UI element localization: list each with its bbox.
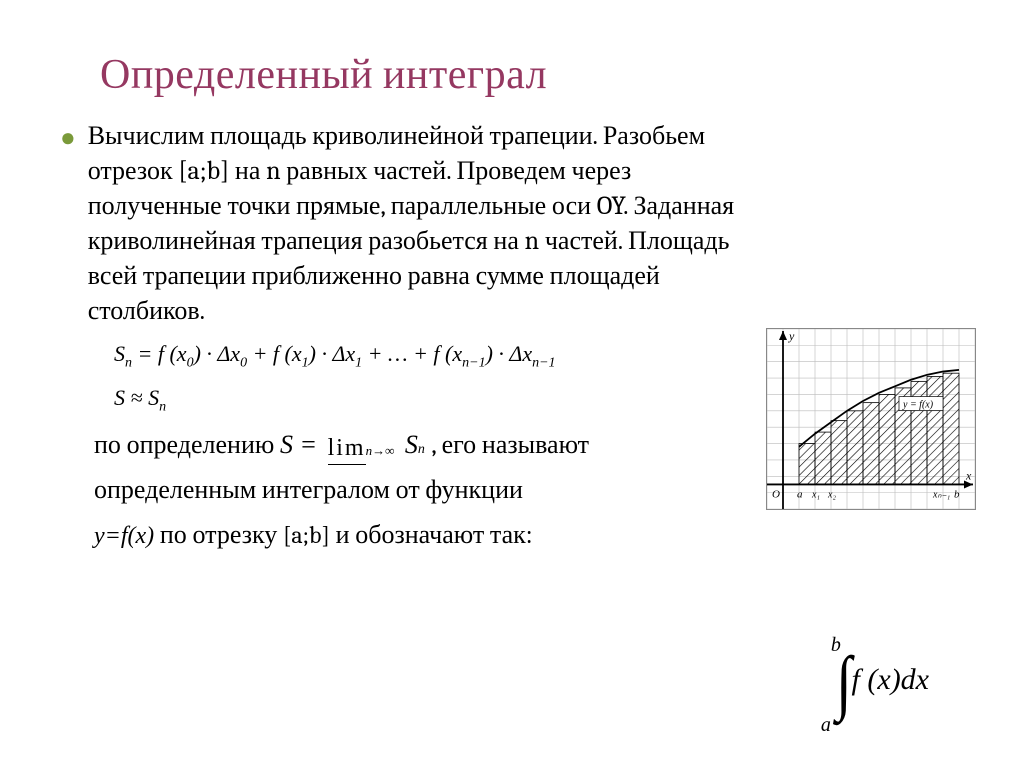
svg-text:y: y [788, 329, 795, 343]
cont1-post: , его называют [431, 430, 589, 460]
svg-text:xₙ₋₁: xₙ₋₁ [932, 489, 950, 500]
definition-line-3: y=f(x) по отрезку [a;b] и обозначают так… [94, 516, 964, 555]
slide-title: Определенный интеграл [100, 50, 964, 99]
svg-text:b: b [954, 488, 960, 500]
svg-text:x₁: x₁ [811, 489, 820, 500]
integrand: f (x)dx [852, 663, 929, 696]
body-text: Вычислим площадь криволинейной трапеции.… [88, 119, 964, 330]
body-paragraph: ● Вычислим площадь криволинейной трапеци… [60, 119, 964, 330]
svg-text:x: x [965, 468, 972, 482]
yfx: y=f(x) [94, 523, 154, 549]
integral-lower-bound: a [821, 714, 831, 737]
riemann-diagram: Oy x a b x₁ x₂ xₙ₋₁ y = f(x) [766, 328, 976, 510]
cont1-pre: по определению [94, 430, 280, 460]
svg-text:y = f(x): y = f(x) [902, 400, 934, 411]
bullet-icon: ● [60, 121, 76, 156]
integral-notation: b a ∫ f (x)dx [827, 657, 929, 707]
svg-text:a: a [797, 488, 803, 500]
integral-sign-icon: ∫ [836, 657, 852, 707]
svg-text:x₂: x₂ [827, 489, 836, 500]
interval-ab: [a;b] [283, 521, 330, 549]
svg-text:O: O [772, 488, 780, 500]
lim-expression: S = limn→∞ Sn [280, 430, 431, 459]
